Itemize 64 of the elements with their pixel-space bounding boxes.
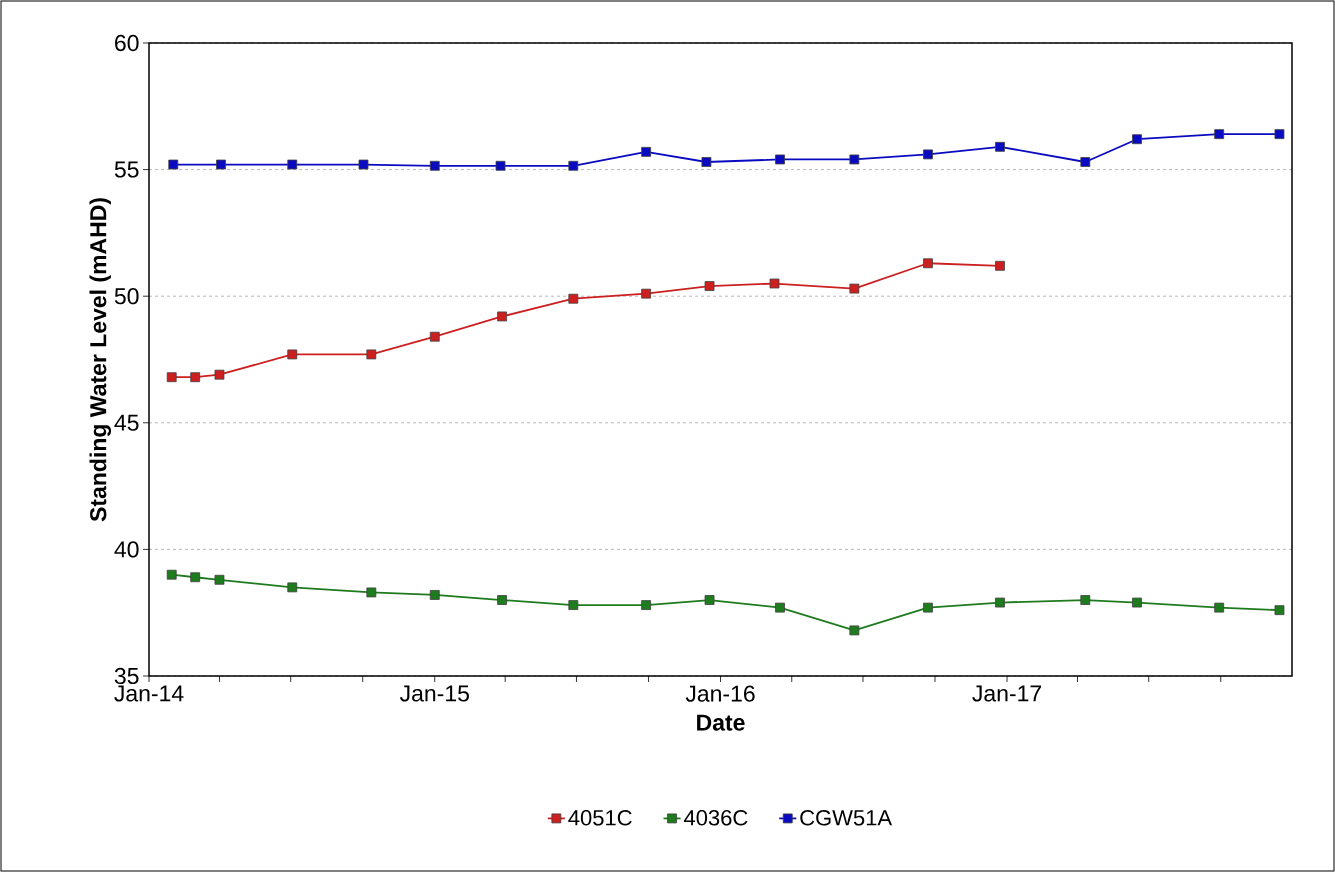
point bbox=[287, 349, 298, 360]
point bbox=[704, 595, 715, 605]
point bbox=[166, 372, 177, 383]
point bbox=[849, 625, 860, 636]
point bbox=[366, 587, 377, 598]
x-tick-label: Jan-17 bbox=[972, 685, 1042, 702]
point bbox=[287, 582, 298, 593]
point bbox=[190, 372, 201, 383]
point bbox=[429, 160, 440, 171]
y-tick-label: 60 bbox=[115, 34, 139, 52]
y-tick-label: 50 bbox=[114, 288, 139, 305]
y-tick-label: 45 bbox=[114, 414, 139, 431]
y-tick-label: 35 bbox=[114, 667, 139, 685]
point bbox=[168, 159, 179, 170]
point bbox=[849, 154, 860, 165]
point bbox=[849, 283, 860, 294]
point bbox=[568, 160, 579, 171]
x-tick-label: Jan-16 bbox=[685, 685, 755, 702]
point bbox=[214, 574, 225, 585]
x-axis-title: Date bbox=[697, 714, 745, 731]
point bbox=[1214, 602, 1225, 613]
point bbox=[1132, 597, 1142, 608]
point bbox=[166, 569, 177, 580]
point bbox=[923, 602, 933, 613]
point bbox=[429, 331, 440, 342]
point bbox=[216, 159, 226, 170]
y-axis-title: Standing Water Level (mAHD) bbox=[89, 198, 112, 522]
point bbox=[641, 288, 652, 299]
point bbox=[701, 157, 712, 167]
point bbox=[1080, 595, 1091, 605]
point bbox=[775, 602, 785, 613]
point bbox=[923, 149, 933, 160]
point bbox=[497, 595, 507, 605]
legend-label: 4036C bbox=[683, 809, 748, 826]
y-tick-label: 55 bbox=[114, 161, 139, 178]
point bbox=[358, 159, 369, 170]
point bbox=[366, 349, 377, 360]
x-tick-label: Jan-14 bbox=[114, 685, 184, 702]
point bbox=[1214, 129, 1225, 140]
point bbox=[775, 154, 785, 165]
point bbox=[1274, 605, 1285, 616]
point bbox=[568, 600, 579, 610]
point bbox=[995, 260, 1005, 271]
point bbox=[429, 590, 440, 600]
point bbox=[995, 597, 1005, 608]
legend-label: 4051C bbox=[568, 809, 632, 826]
point bbox=[641, 600, 652, 610]
x-tick-label: Jan-15 bbox=[399, 685, 469, 702]
y-tick-label: 40 bbox=[114, 541, 139, 558]
point bbox=[769, 278, 780, 289]
point bbox=[704, 281, 715, 291]
point bbox=[641, 146, 652, 157]
point bbox=[190, 572, 201, 583]
point bbox=[995, 141, 1005, 152]
point bbox=[1080, 157, 1091, 167]
point bbox=[287, 159, 298, 170]
legend-label: CGW51A bbox=[800, 809, 893, 826]
point bbox=[1274, 129, 1285, 140]
point bbox=[568, 293, 579, 304]
point bbox=[497, 311, 507, 322]
point bbox=[214, 369, 225, 380]
point bbox=[1132, 134, 1142, 145]
point bbox=[495, 160, 506, 171]
point bbox=[923, 258, 933, 269]
